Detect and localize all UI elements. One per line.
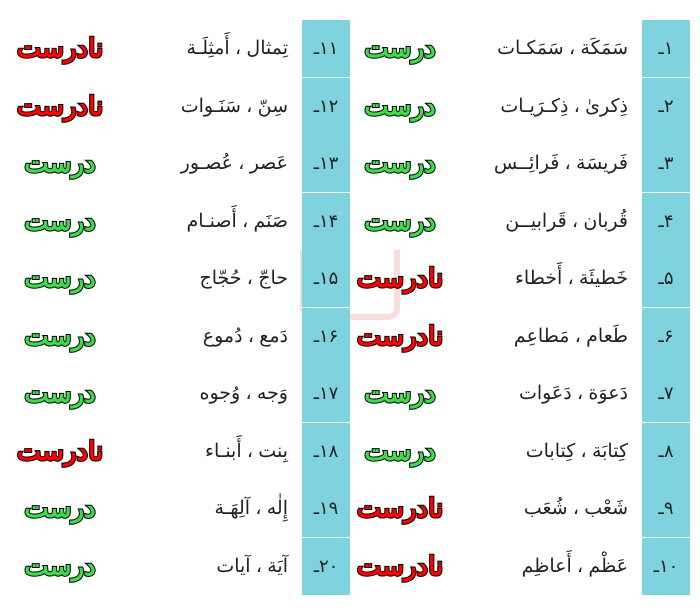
right-row-7: ۷ـ دَعوَة ، دَعَواتدرست	[350, 365, 690, 422]
result-label: درست	[350, 148, 450, 179]
word-pair: آیَة ، آیات	[110, 555, 294, 578]
result-label: درست	[350, 33, 450, 64]
word-pair: تِمثال ، أَمثِلَـة	[110, 37, 294, 60]
row-number: ۹ـ	[642, 480, 690, 537]
row-number: ۴ـ	[642, 193, 690, 250]
result-label: نادرست	[350, 493, 450, 524]
row-number: ۶ـ	[642, 308, 690, 365]
result-label: نادرست	[350, 551, 450, 582]
result-label: درست	[350, 91, 450, 122]
right-row-3: ۳ـ فَریسَة ، فَرائِــسدرست	[350, 135, 690, 192]
word-pair: حاجّ ، حُجّاج	[110, 267, 294, 290]
row-number: ۱۶ـ	[302, 308, 350, 365]
right-row-5: ۵ـ خَطیئَة ، أَخطاءنادرست	[350, 250, 690, 307]
row-number: ۱۵ـ	[302, 250, 350, 307]
main-container: ۱ـسَمَکَة ، سَمَکـاتدرست۲ـذِکریٰ ، ذِکـر…	[0, 0, 700, 615]
word-pair: عَصر ، عُصـور	[110, 152, 294, 175]
word-pair: وَجه ، وُجوه	[110, 382, 294, 405]
word-pair: سَمَکَة ، سَمَکـات	[450, 37, 634, 60]
row-number: ۱ـ	[642, 20, 690, 77]
left-row-10: ۲۰ـ آیَة ، آیاتدرست	[10, 538, 350, 595]
left-row-2: ۱۲ـ سِنّ ، سَنَـواتنادرست	[10, 78, 350, 135]
result-label: درست	[10, 378, 110, 409]
word-pair: قُربان ، قَرابیــن	[450, 210, 634, 233]
word-pair: بِنت ، أَبنـاء	[110, 440, 294, 463]
word-pair: عَظْم ، أَعاظِم	[450, 555, 634, 578]
row-number: ۱۹ـ	[302, 480, 350, 537]
column-left: ۱۱ـتِمثال ، أَمثِلَـةنادرست۱۲ـسِنّ ، سَن…	[10, 20, 350, 595]
result-label: نادرست	[10, 436, 110, 467]
word-pair: دَمع ، دُموع	[110, 325, 294, 348]
word-pair: خَطیئَة ، أَخطاء	[450, 267, 634, 290]
row-number: ۱۸ـ	[302, 423, 350, 480]
row-number: ۱۴ـ	[302, 193, 350, 250]
row-number: ۵ـ	[642, 250, 690, 307]
right-row-6: ۶ـ طَعام ، مَطاعِمنادرست	[350, 308, 690, 365]
right-row-4: ۴ـ قُربان ، قَرابیــندرست	[350, 193, 690, 250]
word-pair: کِتابَة ، کِتابات	[450, 440, 634, 463]
row-number: ۱۷ـ	[302, 365, 350, 422]
result-label: نادرست	[350, 321, 450, 352]
result-label: درست	[350, 206, 450, 237]
word-pair: شَعْب ، شُعَب	[450, 497, 634, 520]
right-row-2: ۲ـ ذِکریٰ ، ذِکـرَیـاتدرست	[350, 78, 690, 135]
result-label: درست	[10, 206, 110, 237]
right-row-1: ۱ـ سَمَکَة ، سَمَکـاتدرست	[350, 20, 690, 77]
word-pair: صَنَم ، أَصنـام	[110, 210, 294, 233]
row-number: ۱۳ـ	[302, 135, 350, 192]
left-row-7: ۱۷ـ وَجه ، وُجوهدرست	[10, 365, 350, 422]
result-label: نادرست	[350, 263, 450, 294]
word-pair: طَعام ، مَطاعِم	[450, 325, 634, 348]
column-right: ۱ـسَمَکَة ، سَمَکـاتدرست۲ـذِکریٰ ، ذِکـر…	[350, 20, 690, 595]
left-row-6: ۱۶ـ دَمع ، دُموعدرست	[10, 308, 350, 365]
row-number: ۳ـ	[642, 135, 690, 192]
result-label: درست	[10, 551, 110, 582]
result-label: درست	[10, 493, 110, 524]
left-row-8: ۱۸ـ بِنت ، أَبنـاءنادرست	[10, 423, 350, 480]
row-number: ۱۰ـ	[642, 538, 690, 595]
word-pair: سِنّ ، سَنَـوات	[110, 95, 294, 118]
word-pair: إِلٰه ، آلِهَـة	[110, 497, 294, 520]
word-pair: ذِکریٰ ، ذِکـرَیـات	[450, 95, 634, 118]
left-row-1: ۱۱ـ تِمثال ، أَمثِلَـةنادرست	[10, 20, 350, 77]
right-row-9: ۹ـ شَعْب ، شُعَبنادرست	[350, 480, 690, 537]
word-pair: فَریسَة ، فَرائِــس	[450, 152, 634, 175]
left-row-5: ۱۵ـ حاجّ ، حُجّاجدرست	[10, 250, 350, 307]
result-label: درست	[350, 436, 450, 467]
result-label: درست	[350, 378, 450, 409]
row-number: ۷ـ	[642, 365, 690, 422]
right-row-10: ۱۰ـ عَظْم ، أَعاظِمنادرست	[350, 538, 690, 595]
left-row-9: ۱۹ـ إِلٰه ، آلِهَـةدرست	[10, 480, 350, 537]
result-label: نادرست	[10, 33, 110, 64]
row-number: ۱۲ـ	[302, 78, 350, 135]
right-row-8: ۸ـ کِتابَة ، کِتاباتدرست	[350, 423, 690, 480]
row-number: ۸ـ	[642, 423, 690, 480]
result-label: درست	[10, 263, 110, 294]
result-label: درست	[10, 148, 110, 179]
row-number: ۲۰ـ	[302, 538, 350, 595]
left-row-3: ۱۳ـ عَصر ، عُصـوردرست	[10, 135, 350, 192]
word-pair: دَعوَة ، دَعَوات	[450, 382, 634, 405]
result-label: نادرست	[10, 91, 110, 122]
row-number: ۲ـ	[642, 78, 690, 135]
row-number: ۱۱ـ	[302, 20, 350, 77]
result-label: درست	[10, 321, 110, 352]
left-row-4: ۱۴ـ صَنَم ، أَصنـامدرست	[10, 193, 350, 250]
